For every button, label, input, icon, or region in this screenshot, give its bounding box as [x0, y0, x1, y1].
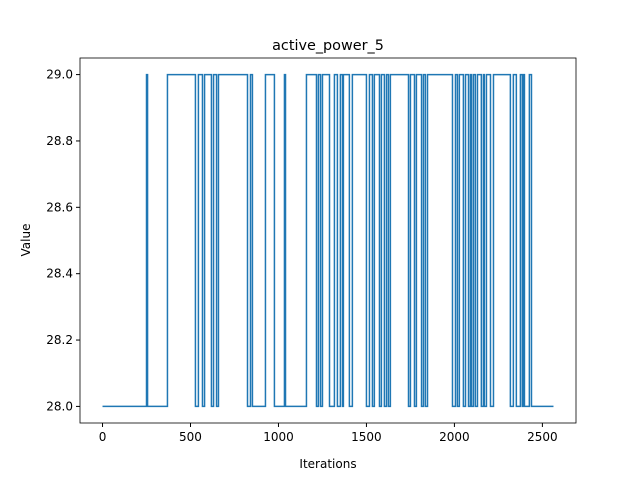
y-axis-label: Value	[19, 224, 33, 257]
y-tick-label: 28.4	[46, 267, 73, 281]
y-tick-label: 28.8	[46, 134, 73, 148]
data-line	[102, 73, 554, 408]
chart-title: active_power_5	[272, 38, 384, 54]
x-tick-label: 500	[179, 430, 202, 444]
x-tick-label: 2500	[527, 430, 558, 444]
plot-frame	[79, 57, 577, 424]
x-axis-label: Iterations	[299, 457, 356, 471]
y-tick-label: 28.2	[46, 333, 73, 347]
x-tick-label: 1000	[263, 430, 294, 444]
y-tick-label: 29.0	[46, 68, 73, 82]
x-tick-label: 0	[99, 430, 107, 444]
x-tick-label: 1500	[351, 430, 382, 444]
x-tick-label: 2000	[439, 430, 470, 444]
y-tick-label: 28.0	[46, 399, 73, 413]
y-tick-label: 28.6	[46, 200, 73, 214]
